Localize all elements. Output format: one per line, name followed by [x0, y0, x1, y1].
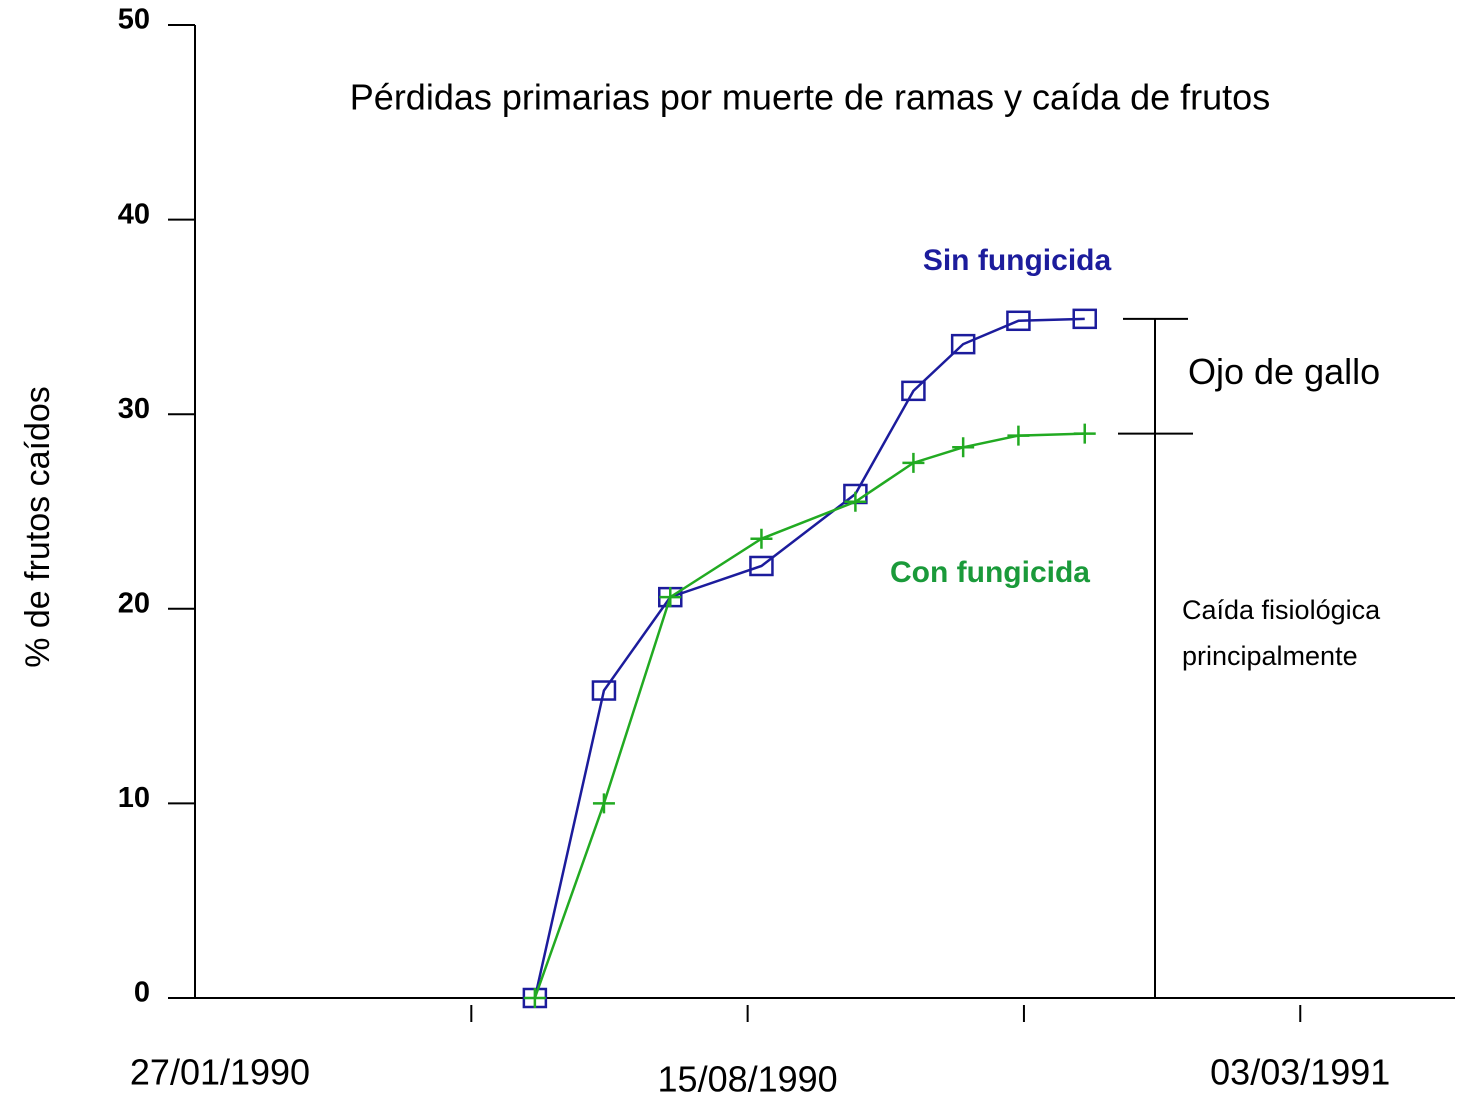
y-tick-label: 30	[118, 393, 150, 425]
y-tick-label: 0	[134, 977, 150, 1009]
series-line	[533, 317, 1085, 999]
marker	[950, 333, 976, 355]
annotation: Ojo de gallo	[1188, 351, 1380, 392]
x-tick-label: 03/03/1991	[1210, 1052, 1390, 1093]
marker	[1007, 425, 1030, 446]
marker	[749, 555, 774, 577]
y-tick-label: 10	[118, 782, 150, 814]
y-axis-label: % de frutos caídos	[19, 386, 57, 668]
series-line	[533, 432, 1085, 999]
chart-title: Pérdidas primarias por muerte de ramas y…	[350, 77, 1270, 118]
series-label: Con fungicida	[890, 556, 1090, 589]
annotation: Caída fisiológica	[1182, 595, 1381, 625]
series-label: Sin fungicida	[923, 244, 1112, 277]
x-tick-label: 15/08/1990	[658, 1059, 838, 1100]
marker	[659, 587, 682, 608]
annotation: principalmente	[1182, 641, 1358, 671]
y-tick-label: 40	[118, 198, 150, 230]
x-tick-label: 27/01/1990	[130, 1052, 310, 1093]
marker	[750, 528, 773, 549]
marker	[592, 793, 615, 814]
marker	[591, 680, 617, 701]
marker	[523, 988, 546, 1008]
marker	[1072, 308, 1097, 330]
marker	[952, 437, 975, 458]
marker	[902, 452, 925, 473]
marker	[1073, 423, 1096, 444]
marker	[844, 491, 867, 512]
marker	[901, 380, 926, 402]
y-tick-label: 20	[118, 587, 150, 619]
y-tick-label: 50	[118, 4, 150, 36]
marker	[1006, 310, 1031, 332]
